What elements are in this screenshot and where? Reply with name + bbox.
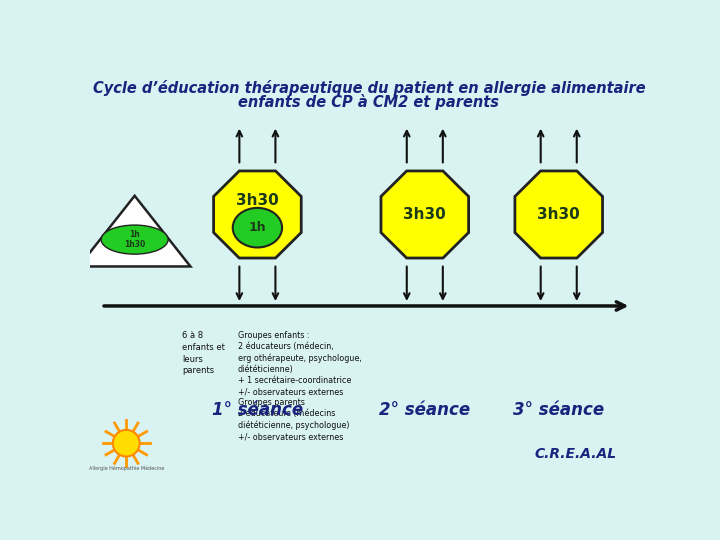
Ellipse shape [113, 430, 140, 456]
Polygon shape [515, 171, 603, 258]
Text: 6 à 8
enfants et
leurs
parents: 6 à 8 enfants et leurs parents [182, 331, 225, 375]
Text: 3° séance: 3° séance [513, 401, 604, 419]
Polygon shape [381, 171, 469, 258]
Ellipse shape [233, 208, 282, 247]
Text: 1° séance: 1° séance [212, 401, 303, 419]
Text: 2° séance: 2° séance [379, 401, 470, 419]
Text: 3h30: 3h30 [403, 207, 446, 222]
Text: 1h: 1h [248, 221, 266, 234]
Polygon shape [79, 196, 190, 266]
Text: 3h30: 3h30 [537, 207, 580, 222]
Text: Allergie Hémopathie Médecine: Allergie Hémopathie Médecine [89, 465, 164, 471]
Polygon shape [214, 171, 301, 258]
Text: 3h30: 3h30 [236, 193, 279, 208]
Ellipse shape [101, 225, 168, 254]
Text: 1h
1h30: 1h 1h30 [124, 230, 145, 249]
Text: enfants de CP à CM2 et parents: enfants de CP à CM2 et parents [238, 94, 500, 110]
Text: Groupes enfants :
2 éducateurs (médecin,
erg othérapeute, psychologue,
diététici: Groupes enfants : 2 éducateurs (médecin,… [238, 331, 361, 441]
Text: Cycle d’éducation thérapeutique du patient en allergie alimentaire: Cycle d’éducation thérapeutique du patie… [93, 80, 645, 96]
Text: C.R.E.A.AL: C.R.E.A.AL [534, 447, 616, 461]
